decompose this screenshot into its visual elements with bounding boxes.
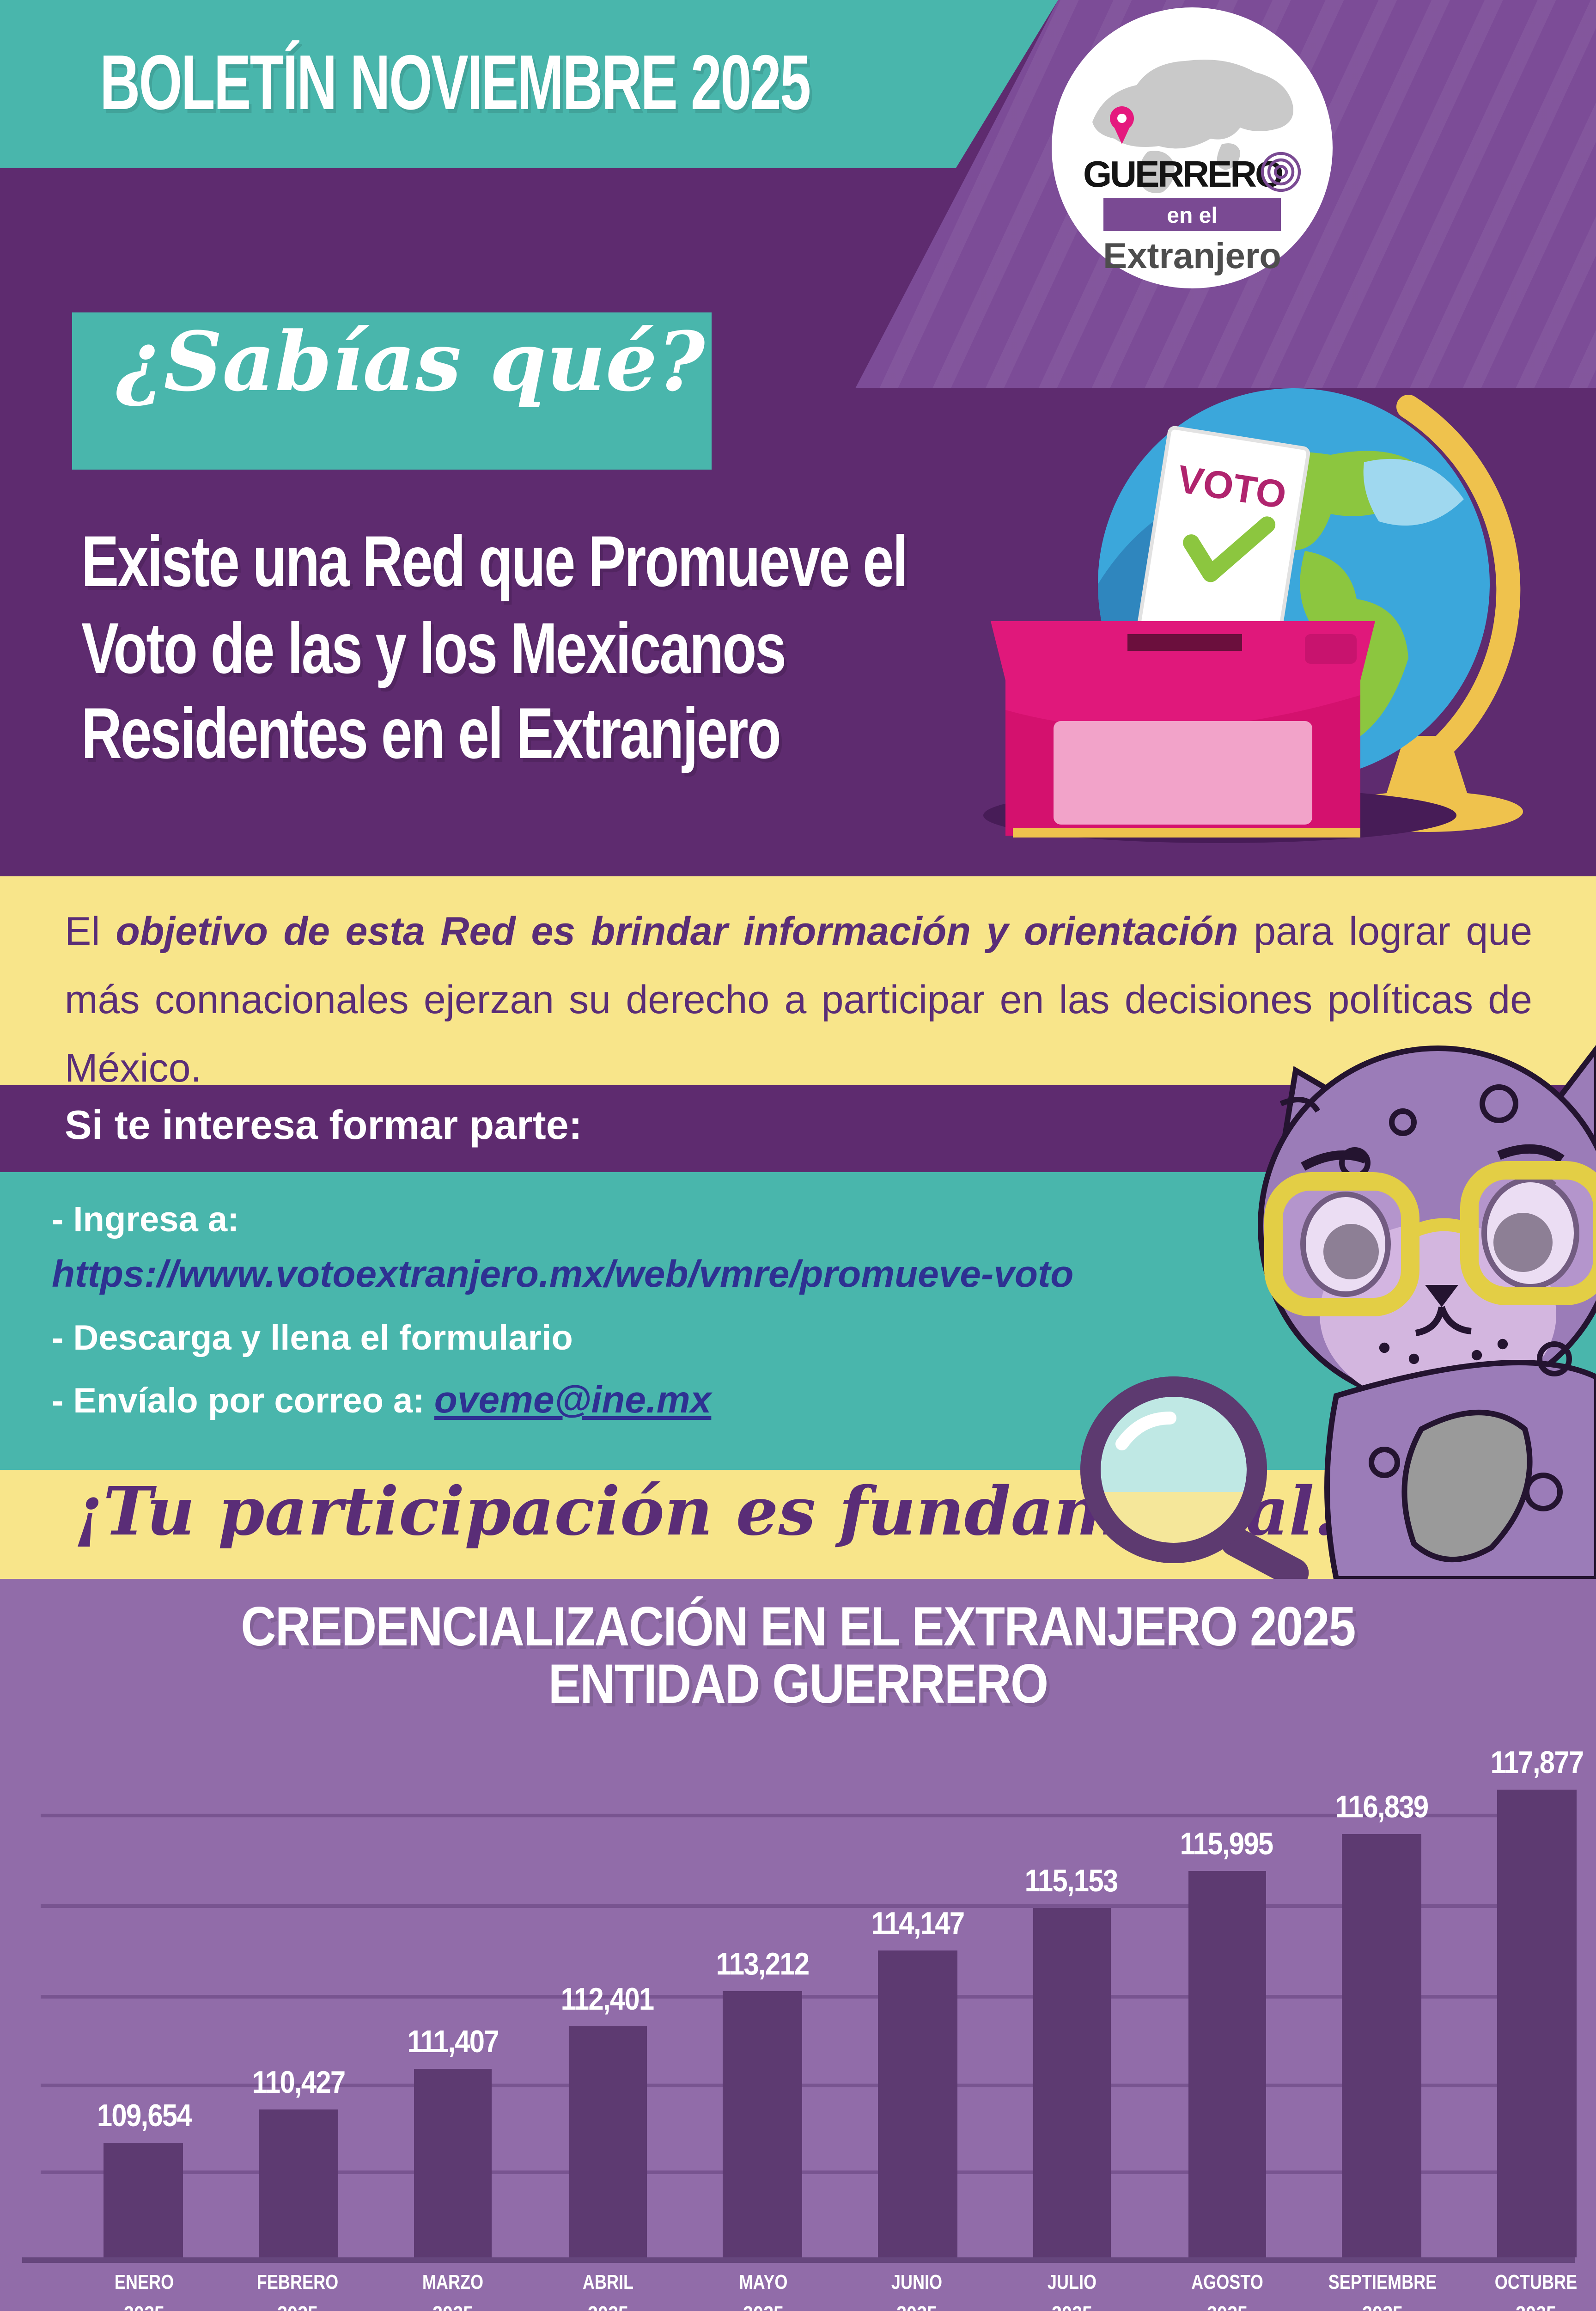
bar bbox=[259, 2110, 337, 2257]
location-pin-icon bbox=[1110, 106, 1134, 144]
bar bbox=[1188, 1871, 1266, 2257]
jaguar-mascot bbox=[1079, 1044, 1596, 1579]
bar-value-label: 116,839 bbox=[1335, 1790, 1429, 1826]
bar bbox=[1033, 1907, 1111, 2257]
objective-plain: El bbox=[65, 909, 116, 954]
gridline bbox=[41, 1814, 1555, 1816]
objective-text: El objetivo de esta Red es brindar infor… bbox=[65, 898, 1532, 1103]
month-label: ENERO2025 bbox=[113, 2272, 173, 2311]
step-ingresa: - Ingresa a: bbox=[52, 1202, 239, 1241]
chart-section: CREDENCIALIZACIÓN EN EL EXTRANJERO 2025 … bbox=[0, 1579, 1596, 2311]
bar-value-label: 115,153 bbox=[1025, 1863, 1119, 1898]
step-envialo: - Envíalo por correo a: oveme@ine.mx bbox=[52, 1379, 711, 1424]
bar-value-label: 115,995 bbox=[1180, 1827, 1274, 1862]
bar bbox=[878, 1950, 956, 2257]
magnifier-icon bbox=[1079, 1376, 1308, 1579]
chart-title-line-1: CREDENCIALIZACIÓN EN EL EXTRANJERO 2025 bbox=[241, 1597, 1356, 1658]
bar bbox=[104, 2143, 183, 2257]
bar bbox=[414, 2068, 492, 2257]
ballot-icon: VOTO bbox=[1137, 426, 1310, 655]
promueve-voto-link[interactable]: https://www.votoextranjero.mx/web/vmre/p… bbox=[52, 1253, 1074, 1296]
kicker-text: ¿Sabías qué? bbox=[116, 316, 705, 410]
bar bbox=[568, 2025, 647, 2257]
chart-title-line-2: ENTIDAD GUERRERO bbox=[548, 1655, 1048, 1716]
hero-title-line-1: Existe una Red que Promueve el bbox=[81, 523, 908, 603]
step-descarga: - Descarga y llena el formulario bbox=[52, 1320, 573, 1359]
objective-plain: para lograr que más connacionales ejerza… bbox=[65, 909, 1533, 1090]
gridline bbox=[41, 1904, 1555, 1907]
logo-middle: en el bbox=[1167, 203, 1217, 228]
hero-title: Existe una Red que Promueve el Voto de l… bbox=[81, 521, 908, 779]
month-label: JULIO2025 bbox=[1047, 2272, 1097, 2311]
month-label: MAYO2025 bbox=[738, 2272, 787, 2311]
objective-emphasis: objetivo de esta Red es brindar informac… bbox=[116, 909, 1238, 954]
month-label: MARZO2025 bbox=[422, 2272, 484, 2311]
hero-title-line-3: Residentes en el Extranjero bbox=[81, 695, 781, 775]
chart-title: CREDENCIALIZACIÓN EN EL EXTRANJERO 2025 … bbox=[96, 1599, 1500, 1714]
header-banner bbox=[0, 0, 1058, 169]
bar-value-label: 113,212 bbox=[716, 1946, 810, 1981]
month-label: JUNIO2025 bbox=[891, 2272, 943, 2311]
objective-band: El objetivo de esta Red es brindar infor… bbox=[0, 876, 1596, 1090]
x-axis-line bbox=[22, 2257, 1574, 2262]
bar-value-label: 109,654 bbox=[96, 2099, 191, 2134]
step-envialo-prefix: - Envíalo por correo a: bbox=[52, 1383, 434, 1422]
jaguar-muzzle bbox=[1378, 1285, 1507, 1364]
bar bbox=[723, 1990, 802, 2257]
hero-section: BOLETÍN NOVIEMBRE 2025 GUERRERO en el Ex… bbox=[0, 0, 1596, 876]
month-label: FEBRERO2025 bbox=[257, 2272, 339, 2311]
jaguar-glasses bbox=[1263, 1161, 1596, 1316]
logo-band bbox=[1103, 198, 1281, 231]
guerrero-extranjero-logo: GUERRERO en el Extranjero bbox=[1052, 7, 1333, 288]
world-map-icon bbox=[1092, 60, 1293, 193]
month-label: SEPTIEMBRE2025 bbox=[1327, 2272, 1436, 2311]
bar-value-label: 111,407 bbox=[407, 2024, 499, 2059]
logo-bottom: Extranjero bbox=[1103, 235, 1281, 276]
logo-title: GUERRERO bbox=[1083, 153, 1282, 195]
logo-fingerprint-icon bbox=[1261, 152, 1301, 192]
kicker-box: ¿Sabías qué? bbox=[72, 312, 711, 469]
bar-value-label: 110,427 bbox=[251, 2066, 345, 2101]
vote-illustration: VOTO bbox=[983, 388, 1523, 843]
hero-title-line-2: Voto de las y los Mexicanos bbox=[81, 609, 786, 689]
bar bbox=[1342, 1834, 1421, 2257]
bar bbox=[1497, 1790, 1576, 2257]
bar-value-label: 112,401 bbox=[561, 1981, 655, 2017]
month-label: AGOSTO2025 bbox=[1191, 2272, 1263, 2311]
join-heading: Si te interesa formar parte: bbox=[65, 1102, 582, 1148]
bulletin-title: BOLETÍN NOVIEMBRE 2025 bbox=[100, 39, 811, 126]
month-label: ABRIL2025 bbox=[582, 2272, 634, 2311]
bar-value-label: 117,877 bbox=[1490, 1746, 1584, 1781]
bar-value-label: 114,147 bbox=[871, 1906, 964, 1941]
month-label: OCTUBRE2025 bbox=[1495, 2272, 1578, 2311]
email-link[interactable]: oveme@ine.mx bbox=[434, 1379, 712, 1422]
ballot-box-icon bbox=[991, 621, 1375, 838]
